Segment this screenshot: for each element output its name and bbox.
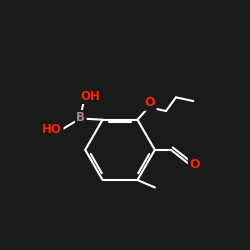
Text: B: B — [76, 112, 85, 124]
Text: OH: OH — [80, 90, 100, 102]
Text: O: O — [144, 96, 155, 109]
Text: HO: HO — [42, 123, 62, 136]
Text: O: O — [189, 158, 200, 171]
